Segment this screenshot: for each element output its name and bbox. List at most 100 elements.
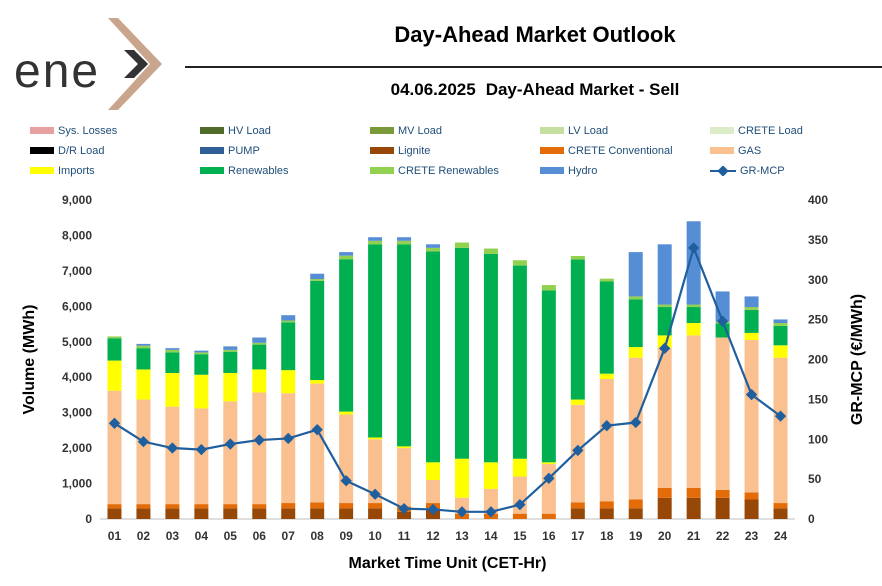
legend-item-pump: PUMP xyxy=(200,145,260,157)
bar-lignite-10 xyxy=(368,508,383,519)
bar-crete-renewables-12 xyxy=(426,247,441,252)
bar-imports-09 xyxy=(339,411,354,415)
y-tick-label: 6,000 xyxy=(62,299,92,313)
bar-lignite-01 xyxy=(107,508,122,519)
x-tick-label: 23 xyxy=(745,529,759,543)
gr-mcp-point-21 xyxy=(687,242,700,254)
x-tick-label: 24 xyxy=(774,529,788,543)
bar-renewables-20 xyxy=(657,307,672,336)
bar-crete-conventional-07 xyxy=(281,503,296,509)
bar-renewables-05 xyxy=(223,351,238,373)
bar-renewables-23 xyxy=(744,309,759,333)
bar-renewables-11 xyxy=(397,244,412,447)
legend-swatch xyxy=(30,166,54,174)
bar-crete-renewables-18 xyxy=(599,278,614,282)
gr-mcp-line xyxy=(113,244,782,513)
bar-lignite-06 xyxy=(252,508,267,519)
x-tick-label: 06 xyxy=(253,529,267,543)
bar-crete-conventional-15 xyxy=(512,513,527,519)
bar-gas-18 xyxy=(599,378,614,502)
legend-item-imports: Imports xyxy=(30,165,95,177)
bar-lignite-18 xyxy=(599,508,614,519)
y-tick-label: 0 xyxy=(85,512,92,526)
y2-tick-label: 350 xyxy=(808,233,828,247)
bar-lignite-07 xyxy=(281,508,296,519)
bar-imports-15 xyxy=(512,458,527,477)
bar-lignite-20 xyxy=(657,497,672,519)
legend-label: GR-MCP xyxy=(740,165,785,177)
bar-crete-conventional-24 xyxy=(773,503,788,509)
legend-swatch xyxy=(370,166,394,174)
bar-imports-04 xyxy=(194,374,209,409)
y2-tick-label: 250 xyxy=(808,313,828,327)
bar-imports-05 xyxy=(223,372,238,402)
bar-crete-renewables-11 xyxy=(397,240,412,245)
enex-logo: ene xyxy=(10,18,170,110)
bar-imports-21 xyxy=(686,322,701,336)
bar-imports-11 xyxy=(397,446,412,449)
bar-lignite-21 xyxy=(686,497,701,519)
bar-crete-renewables-02 xyxy=(136,345,151,349)
bar-imports-14 xyxy=(483,462,498,489)
x-tick-label: 22 xyxy=(716,529,730,543)
bar-crete-conventional-10 xyxy=(368,503,383,509)
legend-label: HV Load xyxy=(228,125,271,137)
y2-tick-label: 400 xyxy=(808,193,828,207)
legend-label: CRETE Renewables xyxy=(398,165,499,177)
legend-item-gas: GAS xyxy=(710,145,761,157)
bar-imports-18 xyxy=(599,373,614,379)
bar-imports-10 xyxy=(368,437,383,440)
x-tick-label: 21 xyxy=(687,529,701,543)
legend-swatch xyxy=(200,146,224,154)
legend-label: Imports xyxy=(58,165,95,177)
legend-swatch xyxy=(710,126,734,134)
bar-crete-conventional-22 xyxy=(715,489,730,498)
bar-lignite-02 xyxy=(136,508,151,519)
bar-gas-01 xyxy=(107,390,122,505)
bar-lignite-08 xyxy=(310,508,325,519)
bar-renewables-15 xyxy=(512,265,527,459)
y2-axis-title: GR-MCP (€/MWh) xyxy=(849,294,866,425)
legend-label: Hydro xyxy=(568,165,598,177)
bar-crete-conventional-02 xyxy=(136,504,151,509)
page-title: Day-Ahead Market Outlook xyxy=(394,22,676,47)
logo-x-mark xyxy=(108,18,162,110)
bar-crete-conventional-23 xyxy=(744,492,759,500)
legend-label: MV Load xyxy=(398,125,443,137)
bar-crete-renewables-03 xyxy=(165,349,180,353)
bar-gas-08 xyxy=(310,383,325,503)
x-tick-label: 08 xyxy=(311,529,325,543)
bar-hydro-04 xyxy=(194,350,209,353)
title-divider xyxy=(185,66,882,68)
bar-crete-conventional-01 xyxy=(107,504,122,509)
bar-renewables-14 xyxy=(483,253,498,463)
bar-gas-06 xyxy=(252,392,267,505)
bar-gas-21 xyxy=(686,335,701,488)
legend-item-lignite: Lignite xyxy=(370,145,430,157)
chart-legend: Sys. Losses HV Load MV Load LV Load CRETE Lo… xyxy=(30,125,870,183)
legend-swatch xyxy=(30,126,54,134)
bar-crete-renewables-14 xyxy=(483,248,498,254)
gr-mcp-point-19 xyxy=(630,416,642,429)
y-tick-label: 9,000 xyxy=(62,193,92,207)
bar-gas-19 xyxy=(628,357,643,500)
x-tick-label: 02 xyxy=(137,529,151,543)
bar-crete-renewables-20 xyxy=(657,304,672,308)
legend-swatch xyxy=(200,126,224,134)
gr-mcp-point-13 xyxy=(456,506,468,518)
gr-mcp-point-11 xyxy=(398,502,410,515)
bar-renewables-03 xyxy=(165,352,180,373)
bar-gas-22 xyxy=(715,337,730,490)
legend-label: CRETE Load xyxy=(738,125,803,137)
legend-swatch xyxy=(710,146,734,154)
legend-item-hv-load: HV Load xyxy=(200,125,271,137)
x-tick-label: 16 xyxy=(542,529,556,543)
gr-mcp-point-23 xyxy=(745,388,758,401)
bar-crete-conventional-06 xyxy=(252,504,267,509)
bar-imports-19 xyxy=(628,347,643,358)
bar-gas-20 xyxy=(657,347,672,488)
gr-mcp-point-08 xyxy=(311,424,323,436)
bar-hydro-06 xyxy=(252,337,267,343)
bar-gas-14 xyxy=(483,488,498,514)
x-tick-label: 12 xyxy=(426,529,440,543)
